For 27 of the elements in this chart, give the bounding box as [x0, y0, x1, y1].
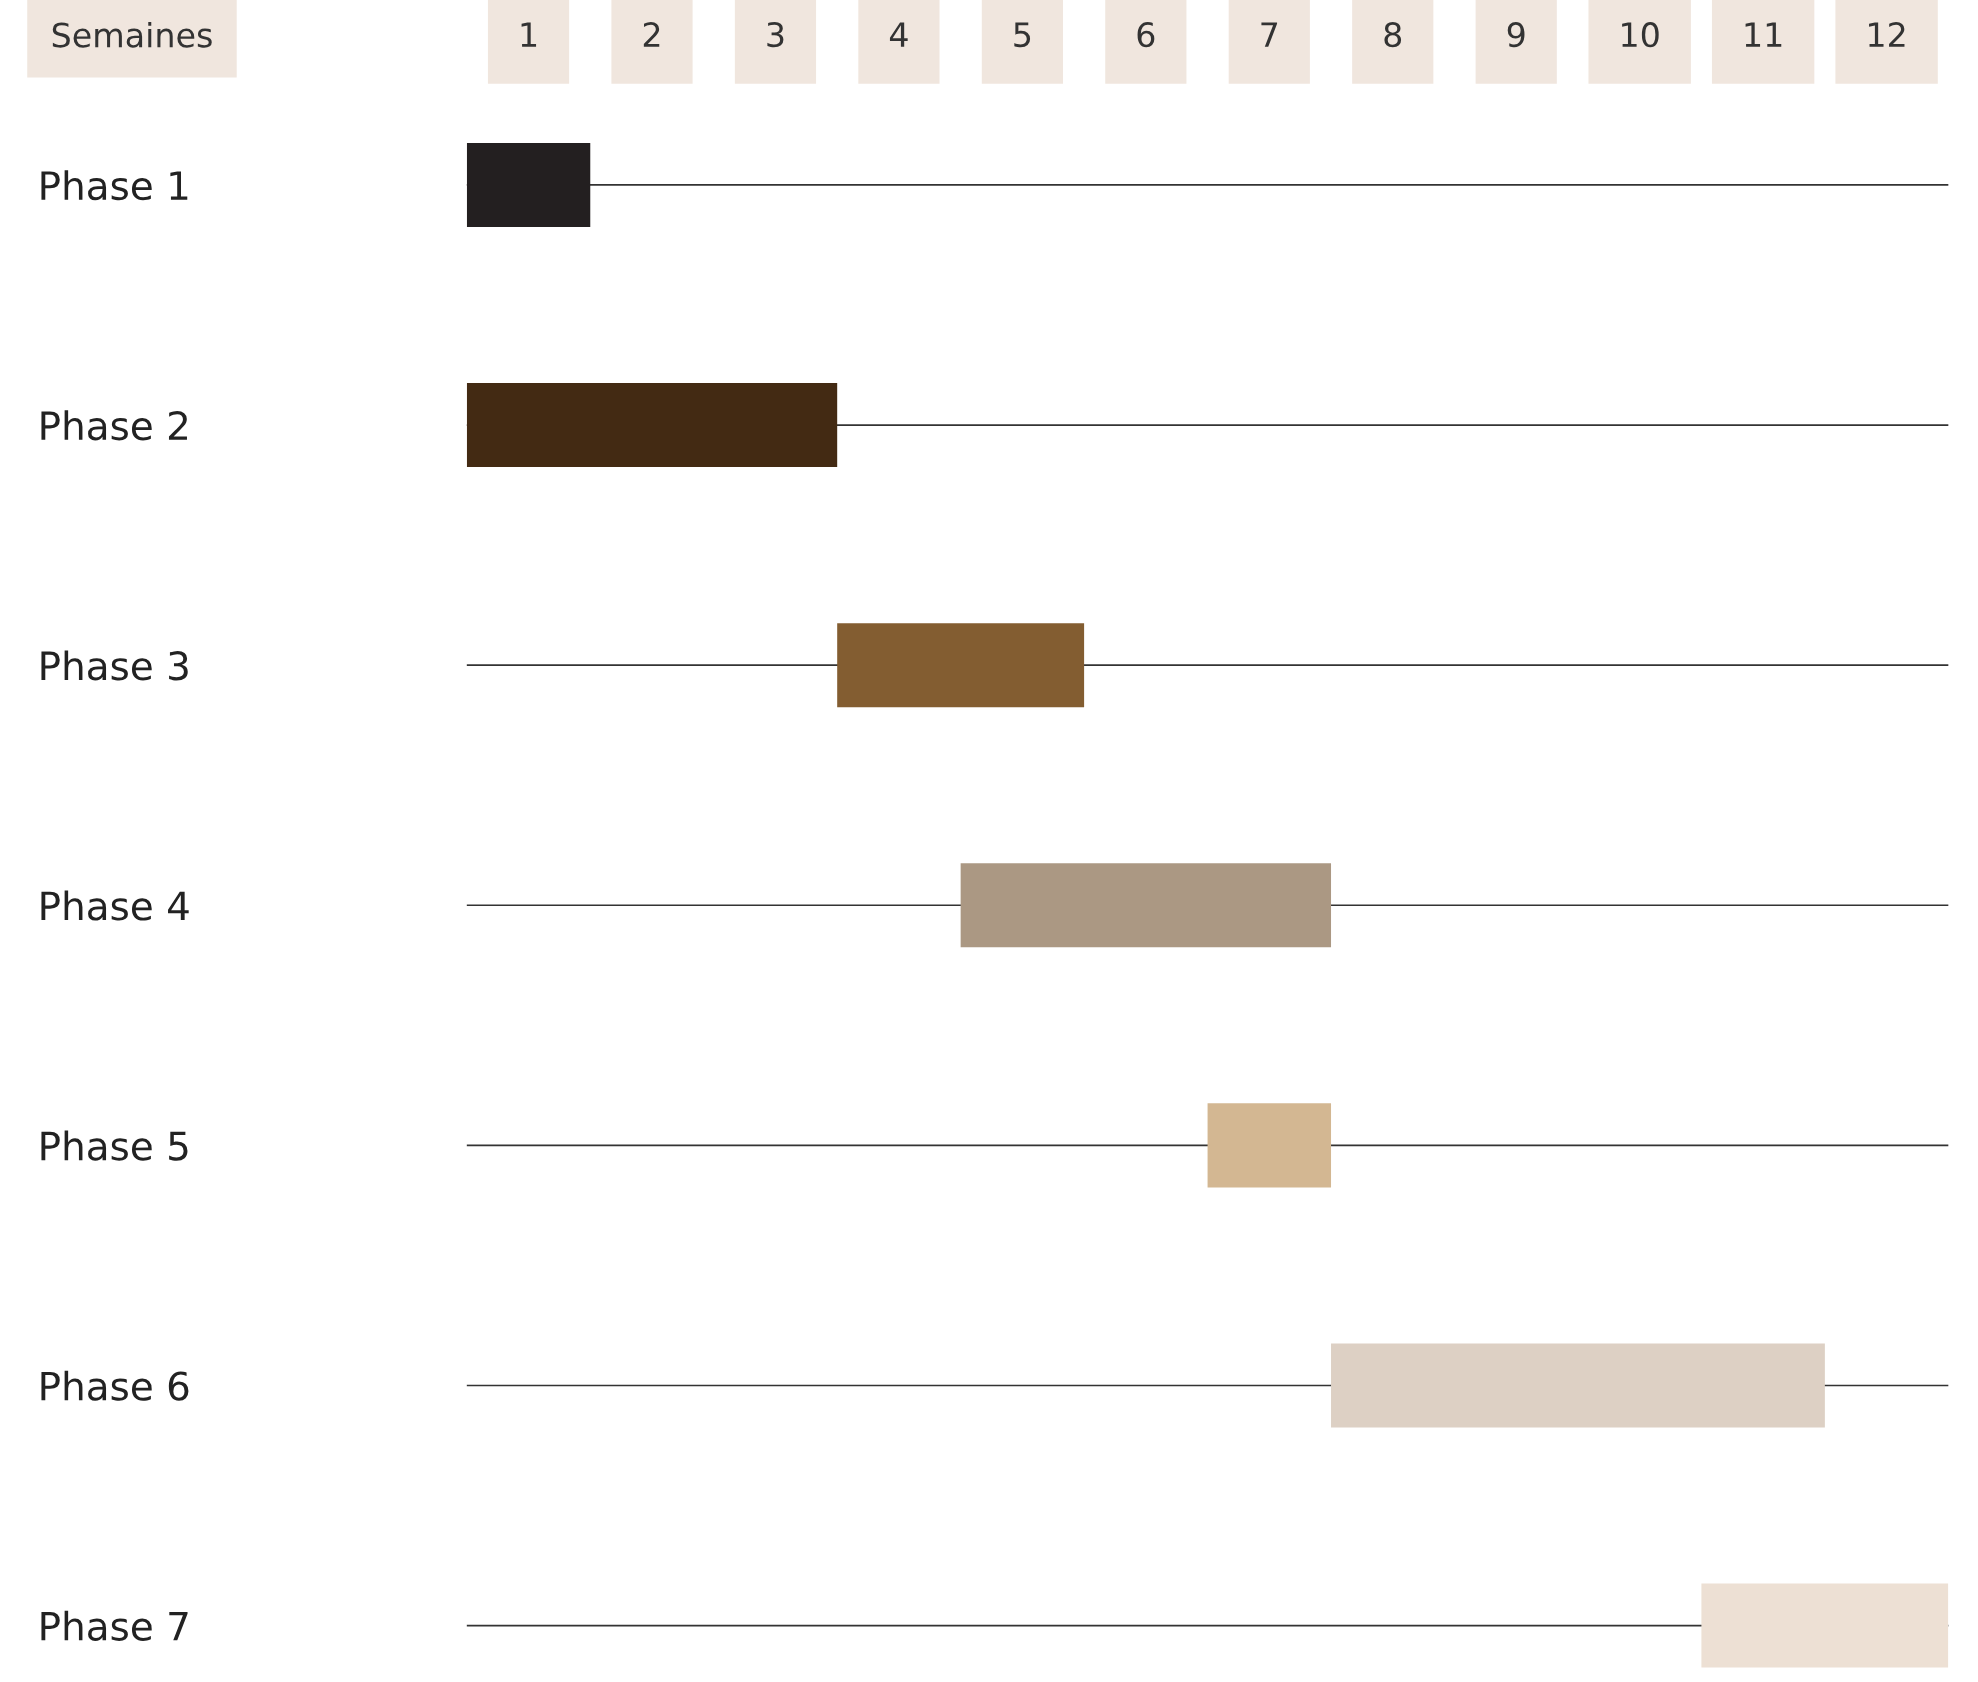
bar — [960, 863, 1332, 948]
y-tick-label: Phase 2 — [41, 410, 187, 441]
x-tick-label: 11 — [1745, 22, 1782, 47]
x-axis-title: Semaines — [52, 21, 212, 48]
bar — [837, 623, 1085, 708]
bar — [1207, 1103, 1332, 1188]
x-tick-label: 2 — [643, 22, 660, 47]
y-tick-label: Phase 7 — [41, 1610, 188, 1641]
x-tick-label: 6 — [1137, 22, 1155, 48]
y-tick-label: Phase 3 — [41, 650, 188, 681]
bar — [466, 142, 591, 227]
x-tick-label: 3 — [767, 22, 784, 48]
x-tick-label: 10 — [1622, 22, 1659, 48]
y-tick-label: Phase 1 — [41, 170, 188, 201]
x-tick-label: 5 — [1014, 22, 1031, 48]
y-tick-label: Phase 6 — [41, 1370, 189, 1401]
x-tick-label: 4 — [889, 22, 908, 47]
x-tick-label: 7 — [1261, 22, 1278, 47]
bar — [466, 383, 838, 468]
x-tick-label: 9 — [1507, 22, 1525, 48]
bar — [1701, 1583, 1949, 1668]
x-tick-label: 12 — [1869, 22, 1905, 47]
y-tick-label: Phase 4 — [41, 890, 189, 921]
x-tick-label: 1 — [521, 22, 537, 47]
x-tick-label: 8 — [1384, 22, 1402, 48]
y-tick-label: Phase 5 — [41, 1130, 188, 1161]
bar — [1331, 1343, 1825, 1428]
